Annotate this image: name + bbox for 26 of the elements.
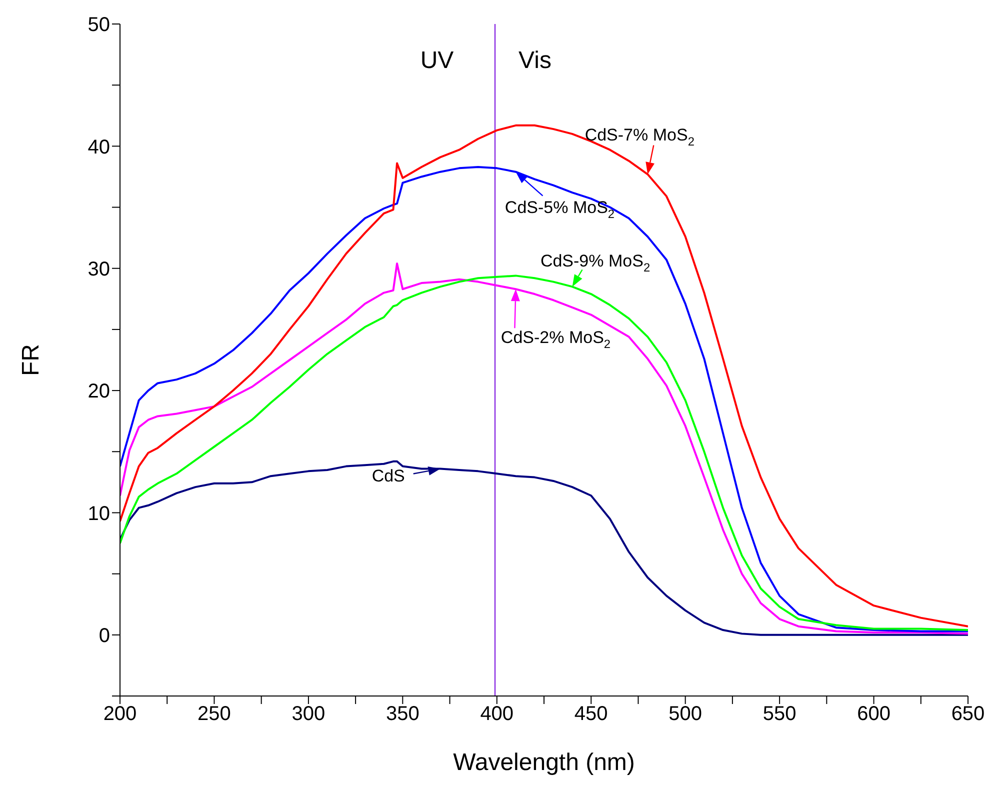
y-tick-label: 20 [88,380,110,403]
x-tick-label: 350 [386,703,420,726]
y-tick-label: 10 [88,502,110,525]
annotation: CdS-5% MoS$_{2}$ [504,197,615,221]
x-tick-label: 400 [480,703,514,726]
y-tick-label: 30 [88,258,110,280]
annotation: CdS-9% MoS$_{2}$ [540,251,650,275]
y-tick-label: 50 [88,14,110,36]
annotation: Vis [518,46,552,74]
x-tick-label: 600 [857,703,890,726]
x-tick-label: 300 [292,703,326,726]
x-tick-label: 200 [103,703,137,726]
line-series [120,460,968,636]
x-axis-title: Wavelength (nm) [453,749,635,776]
y-tick-label: 0 [98,625,110,648]
annotation: UV [420,46,454,74]
annotation: CdS-7% MoS$_{2}$ [584,124,695,148]
x-tick-label: 250 [198,703,231,726]
x-tick-label: 500 [668,703,702,726]
x-tick-label: 450 [574,703,608,726]
y-tick-label: 40 [88,136,110,158]
x-tick-label: 550 [762,703,796,726]
annotation: CdS [372,466,405,486]
x-tick-label: 650 [951,703,985,726]
annotation: CdS-2% MoS$_{2}$ [500,328,611,352]
y-axis-title: FR [18,344,45,376]
